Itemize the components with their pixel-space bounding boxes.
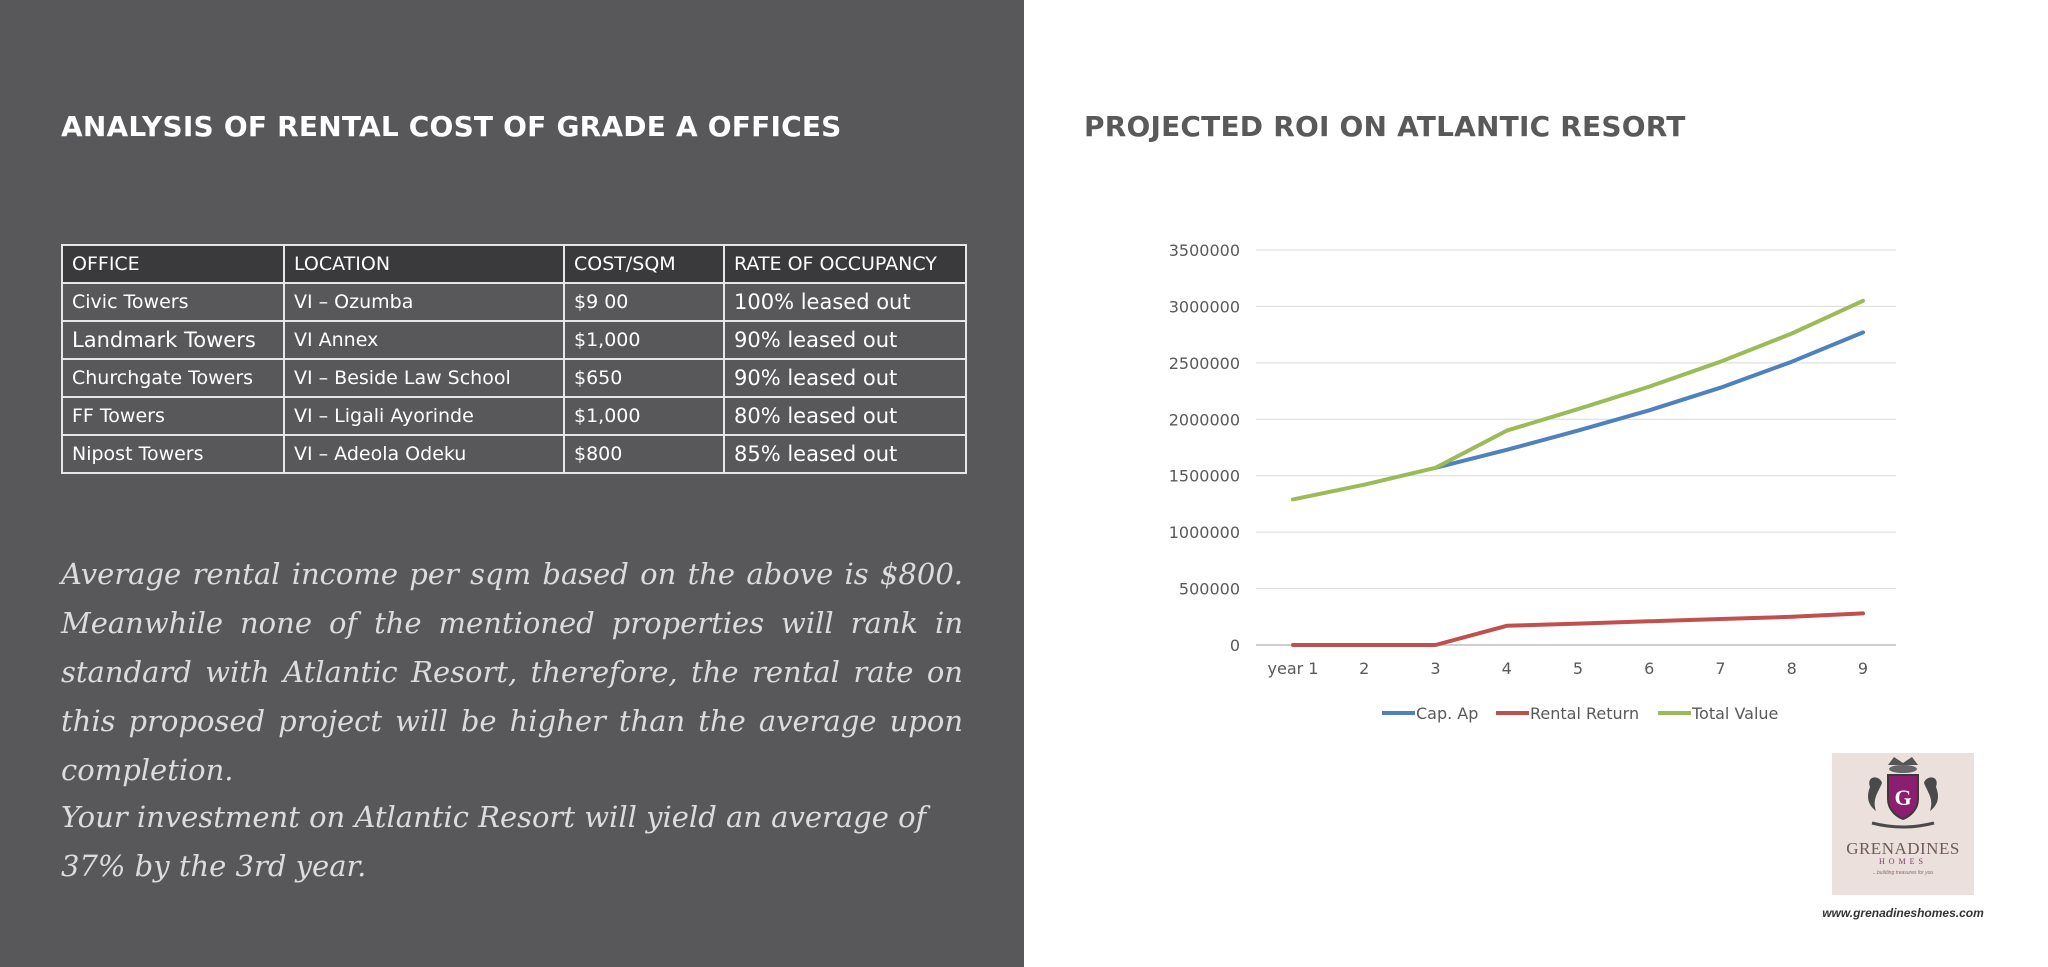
x-tick-label: 3 <box>1430 659 1440 678</box>
cell-occupancy: 90% leased out <box>723 320 967 360</box>
cell-occupancy: 85% leased out <box>723 434 967 474</box>
x-tick-label: year 1 <box>1268 659 1319 678</box>
x-tick-label: 8 <box>1787 659 1797 678</box>
cell-location: VI – Beside Law School <box>283 358 565 398</box>
cell-occupancy: 90% leased out <box>723 358 967 398</box>
average-rental-paragraph: Average rental income per sqm based on t… <box>61 557 963 787</box>
cell-office: FF Towers <box>61 396 285 436</box>
y-tick-label: 3000000 <box>1169 297 1240 316</box>
table-row: Landmark Towers VI Annex $1,000 90% leas… <box>61 320 967 360</box>
series-line <box>1433 330 1865 470</box>
header-location: LOCATION <box>283 244 565 284</box>
chart-section-title: PROJECTED ROI ON ATLANTIC RESORT <box>1084 110 1686 143</box>
cell-cost: $9 00 <box>563 282 725 322</box>
legend-label: Cap. Ap <box>1416 704 1478 723</box>
table-row: FF Towers VI – Ligali Ayorinde $1,000 80… <box>61 396 967 436</box>
y-tick-label: 0 <box>1230 636 1240 655</box>
cell-office: Landmark Towers <box>61 320 285 360</box>
svg-text:G: G <box>1894 785 1911 810</box>
x-tick-label: 6 <box>1644 659 1654 678</box>
logo-tagline: ...building treasures for you <box>1872 870 1934 876</box>
header-occupancy: RATE OF OCCUPANCY <box>723 244 967 284</box>
table-row: Churchgate Towers VI – Beside Law School… <box>61 358 967 398</box>
office-rental-table: OFFICE LOCATION COST/SQM RATE OF OCCUPAN… <box>61 244 967 474</box>
legend-label: Total Value <box>1691 704 1778 723</box>
y-tick-label: 500000 <box>1179 580 1240 599</box>
x-tick-label: 4 <box>1502 659 1512 678</box>
cell-occupancy: 100% leased out <box>723 282 967 322</box>
cell-office: Churchgate Towers <box>61 358 285 398</box>
y-tick-label: 2000000 <box>1169 410 1240 429</box>
cell-location: VI – Adeola Odeku <box>283 434 565 474</box>
cell-occupancy: 80% leased out <box>723 396 967 436</box>
legend-label: Rental Return <box>1530 704 1639 723</box>
y-tick-label: 3500000 <box>1169 241 1240 260</box>
cell-office: Nipost Towers <box>61 434 285 474</box>
cell-location: VI – Ozumba <box>283 282 565 322</box>
right-panel: PROJECTED ROI ON ATLANTIC RESORT <box>1024 0 2048 967</box>
x-tick-label: 9 <box>1858 659 1868 678</box>
table-header-row: OFFICE LOCATION COST/SQM RATE OF OCCUPAN… <box>61 244 967 284</box>
left-panel: ANALYSIS OF RENTAL COST OF GRADE A OFFIC… <box>0 0 1024 967</box>
website-url: www.grenadineshomes.com <box>1822 906 1984 920</box>
table-section-title: ANALYSIS OF RENTAL COST OF GRADE A OFFIC… <box>61 110 842 143</box>
cell-cost: $1,000 <box>563 320 725 360</box>
cell-location: VI – Ligali Ayorinde <box>283 396 565 436</box>
cell-cost: $800 <box>563 434 725 474</box>
y-tick-label: 2500000 <box>1169 354 1240 373</box>
x-tick-label: 7 <box>1715 659 1725 678</box>
cell-office: Civic Towers <box>61 282 285 322</box>
logo-subname: HOMES <box>1878 857 1927 866</box>
y-tick-label: 1000000 <box>1169 523 1240 542</box>
series-line <box>1291 298 1865 502</box>
x-tick-label: 5 <box>1573 659 1583 678</box>
investment-yield-paragraph: Your investment on Atlantic Resort will … <box>61 800 927 883</box>
roi-line-chart: 3500000 3000000 2500000 2000000 1500000 10000… <box>1140 228 1920 748</box>
table-row: Civic Towers VI – Ozumba $9 00 100% leas… <box>61 282 967 322</box>
y-tick-label: 1500000 <box>1169 467 1240 486</box>
header-office: OFFICE <box>61 244 285 284</box>
table-row: Nipost Towers VI – Adeola Odeku $800 85%… <box>61 434 967 474</box>
series-line <box>1291 611 1865 647</box>
roi-chart-svg: 3500000300000025000002000000150000010000… <box>1169 241 1896 723</box>
header-cost: COST/SQM <box>563 244 725 284</box>
logo-name: GRENADINES <box>1846 839 1960 858</box>
x-tick-label: 2 <box>1359 659 1369 678</box>
crest-icon: G <box>1868 757 1938 829</box>
cell-location: VI Annex <box>283 320 565 360</box>
cell-cost: $1,000 <box>563 396 725 436</box>
cell-cost: $650 <box>563 358 725 398</box>
grenadines-logo: G GRENADINES HOMES ...building treasures… <box>1832 753 1974 895</box>
